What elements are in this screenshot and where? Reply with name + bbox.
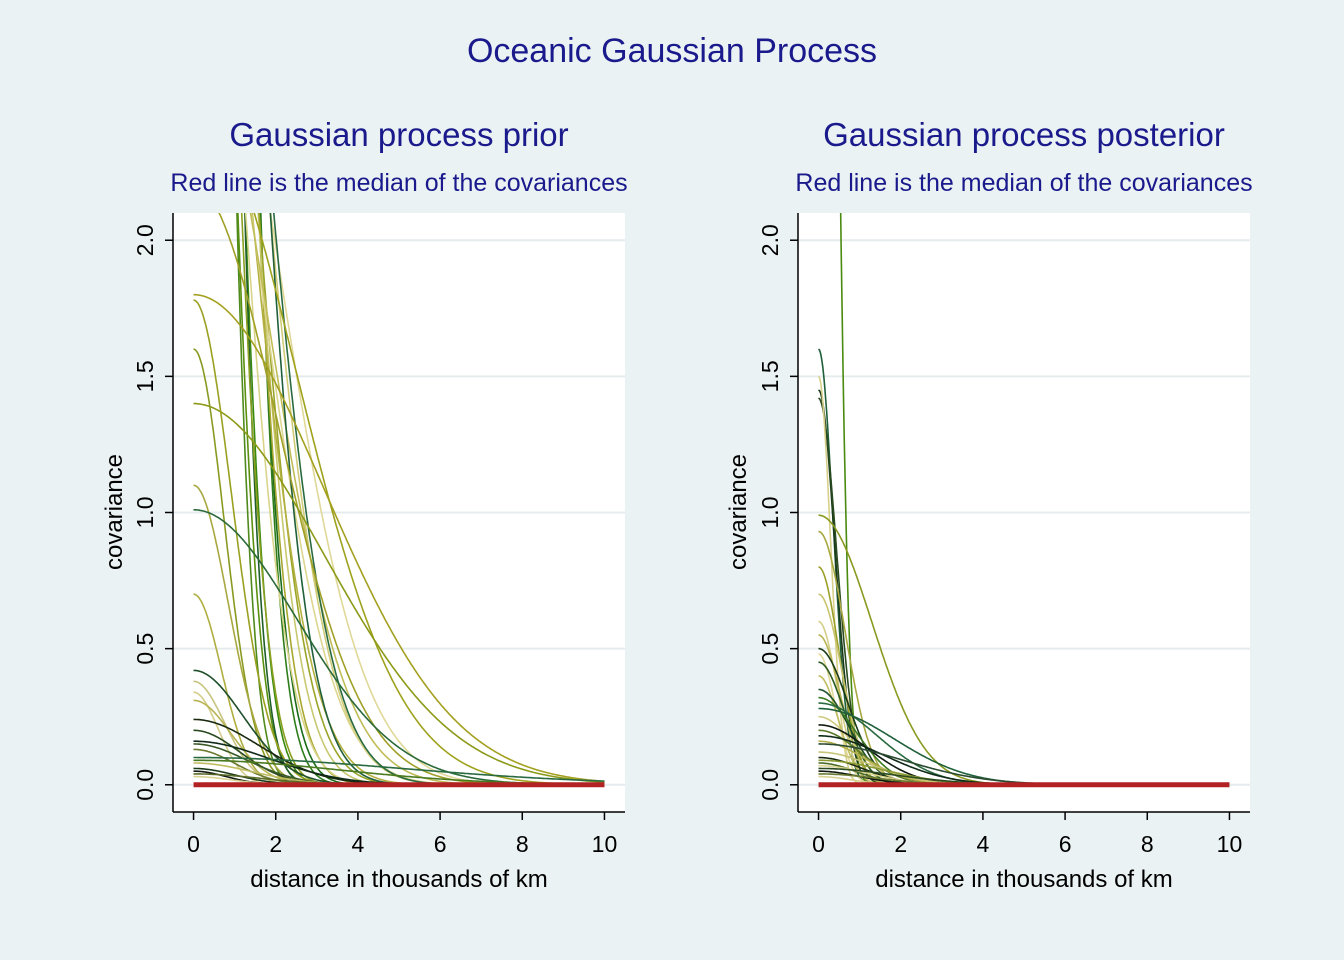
prior-x-tick-label: 4 xyxy=(352,831,365,857)
posterior-y-ticks: 0.0 0.5 1.0 1.5 2.0 xyxy=(757,224,798,801)
prior-x-tick-label: 6 xyxy=(434,831,447,857)
posterior-y-tick-label: 0.5 xyxy=(757,633,783,665)
posterior-x-tick-label: 8 xyxy=(1141,831,1154,857)
posterior-x-tick-label: 6 xyxy=(1059,831,1072,857)
prior-x-axis-title: distance in thousands of km xyxy=(250,866,548,893)
prior-panel: Gaussian process prior Red line is the m… xyxy=(101,116,628,893)
posterior-panel: Gaussian process posterior Red line is t… xyxy=(725,116,1253,893)
prior-y-axis-title: covariance xyxy=(101,454,128,570)
posterior-panel-subtitle: Red line is the median of the covariance… xyxy=(795,169,1252,197)
posterior-y-axis-title: covariance xyxy=(725,454,752,570)
prior-y-tick-label: 1.0 xyxy=(132,497,158,529)
posterior-x-tick-label: 0 xyxy=(812,831,825,857)
prior-x-ticks: 0 2 4 6 8 10 xyxy=(187,812,617,857)
posterior-y-tick-label: 1.5 xyxy=(757,360,783,392)
prior-panel-title: Gaussian process prior xyxy=(229,116,568,153)
prior-y-tick-label: 0.0 xyxy=(132,769,158,801)
posterior-y-tick-label: 1.0 xyxy=(757,497,783,529)
prior-y-ticks: 0.0 0.5 1.0 1.5 2.0 xyxy=(132,224,173,801)
posterior-x-tick-label: 4 xyxy=(977,831,990,857)
prior-x-tick-label: 8 xyxy=(516,831,529,857)
prior-y-tick-label: 1.5 xyxy=(132,360,158,392)
prior-x-tick-label: 10 xyxy=(592,831,618,857)
posterior-panel-title: Gaussian process posterior xyxy=(823,116,1225,153)
posterior-x-tick-label: 2 xyxy=(894,831,907,857)
posterior-x-ticks: 0 2 4 6 8 10 xyxy=(812,812,1242,857)
posterior-x-tick-label: 10 xyxy=(1217,831,1243,857)
prior-covariance-curve xyxy=(193,756,605,782)
prior-covariance-curve xyxy=(193,402,605,783)
prior-panel-subtitle: Red line is the median of the covariance… xyxy=(170,169,627,197)
posterior-y-tick-label: 0.0 xyxy=(757,769,783,801)
prior-covariance-curve xyxy=(253,213,605,786)
posterior-y-tick-label: 2.0 xyxy=(757,224,783,256)
prior-covariance-curve xyxy=(193,293,605,783)
prior-x-tick-label: 2 xyxy=(269,831,282,857)
prior-y-tick-label: 2.0 xyxy=(132,224,158,256)
posterior-x-axis-title: distance in thousands of km xyxy=(875,866,1173,893)
prior-x-tick-label: 0 xyxy=(187,831,200,857)
main-title: Oceanic Gaussian Process xyxy=(467,32,877,70)
prior-y-tick-label: 0.5 xyxy=(132,633,158,665)
